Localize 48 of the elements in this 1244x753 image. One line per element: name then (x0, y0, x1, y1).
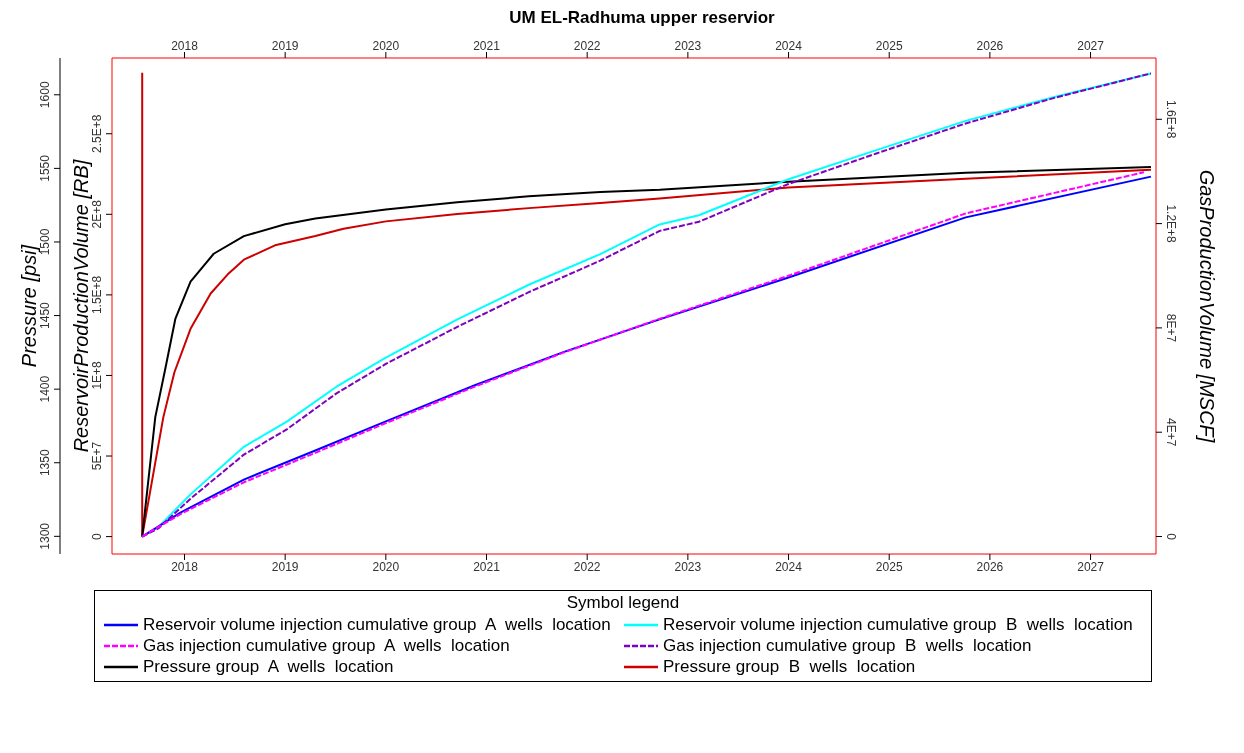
y2-tick-label: 2.5E+8 (90, 114, 104, 153)
legend-label: Reservoir volume injection cumulative group B wells location (663, 615, 1133, 635)
x-tick-label: 2019 (271, 39, 299, 53)
x-tick-label: 2018 (171, 39, 199, 53)
y3-axis-title: GasProductionVolume [MSCF] (1196, 169, 1218, 443)
legend-label: Pressure group B wells location (663, 657, 916, 677)
x-tick-label: 2024 (775, 39, 803, 53)
x2-tick-label: 2022 (573, 559, 601, 574)
y-tick-label: 1350 (38, 449, 52, 477)
y-tick-label: 1300 (38, 522, 52, 550)
y3-tick-label: 1.6E+8 (1164, 100, 1178, 139)
x-tick-label: 2023 (674, 39, 702, 53)
x-tick-label: 2021 (473, 39, 501, 53)
legend-label: Gas injection cumulative group A wells location (143, 636, 510, 656)
legend-label: Pressure group A wells location (143, 657, 394, 677)
x-tick-label: 2022 (573, 39, 601, 53)
x2-tick-label: 2021 (473, 559, 501, 574)
x2-tick-label: 2023 (674, 559, 702, 574)
x2-tick-label: 2024 (775, 559, 803, 574)
y2-axis-title: ReservoirProductionVolume [RB] (70, 159, 92, 453)
x2-tick-label: 2026 (976, 559, 1004, 574)
y2-tick-label: 1E+8 (90, 360, 104, 390)
y-tick-label: 1400 (38, 375, 52, 403)
x2-tick-label: 2025 (875, 559, 903, 574)
x-tick-label: 2026 (976, 39, 1004, 53)
y2-tick-label: 0 (90, 532, 104, 540)
legend-title: Symbol legend (565, 593, 681, 613)
y3-tick-label: 0 (1164, 533, 1178, 541)
y3-tick-label: 4E+7 (1164, 418, 1178, 447)
y-tick-label: 1600 (38, 81, 52, 109)
y2-tick-label: 2E+8 (90, 199, 104, 229)
y-tick-label: 1450 (38, 301, 52, 329)
chart-title: UM EL-Radhuma upper reservior (508, 8, 776, 29)
legend-label: Reservoir volume injection cumulative group A wells location (143, 615, 611, 635)
legend-label: Gas injection cumulative group B wells location (663, 636, 1032, 656)
x2-tick-label: 2019 (271, 559, 299, 574)
y3-tick-label: 8E+7 (1164, 313, 1178, 343)
x2-tick-label: 2027 (1077, 559, 1105, 574)
y2-tick-label: 1.5E+8 (90, 275, 104, 315)
y-tick-label: 1550 (38, 154, 52, 182)
y2-tick-label: 5E+7 (90, 441, 104, 471)
y3-tick-label: 1.2E+8 (1164, 204, 1178, 244)
x-tick-label: 2027 (1077, 39, 1105, 53)
x2-tick-label: 2020 (372, 559, 400, 574)
y-axis-title: Pressure [psi] (18, 244, 40, 368)
x2-tick-label: 2018 (171, 559, 199, 574)
x-tick-label: 2020 (372, 39, 400, 53)
x-tick-label: 2025 (875, 39, 903, 53)
